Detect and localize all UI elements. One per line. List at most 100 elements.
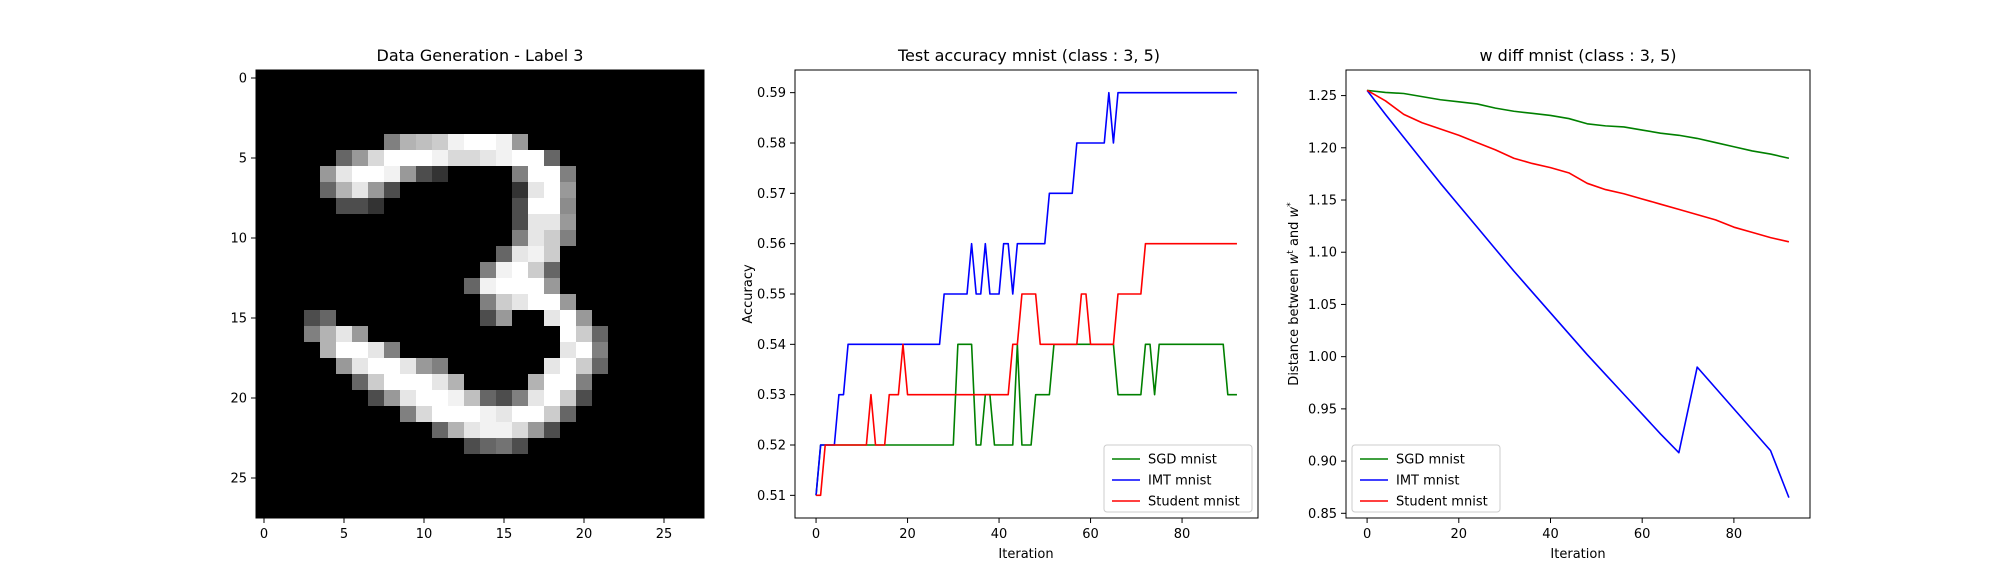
heatmap-cell <box>656 198 673 215</box>
heatmap-cell <box>672 70 689 87</box>
heatmap-cell <box>400 86 417 103</box>
legend-entry: Student mnist <box>1396 495 1488 510</box>
heatmap-cell <box>448 422 465 439</box>
heatmap-cell <box>496 230 513 247</box>
heatmap-cell <box>272 294 289 311</box>
heatmap-cell <box>272 102 289 119</box>
y-tick-label: 20 <box>230 392 247 407</box>
heatmap-cell <box>416 246 433 263</box>
heatmap-cell <box>272 230 289 247</box>
heatmap-cell <box>528 342 545 359</box>
heatmap-cell <box>608 166 625 183</box>
heatmap-cell <box>512 326 529 343</box>
heatmap-cell <box>496 342 513 359</box>
heatmap-cell <box>560 422 577 439</box>
heatmap-cell <box>256 182 273 199</box>
heatmap-cell <box>368 390 385 407</box>
heatmap-cell <box>464 374 481 391</box>
heatmap-cell <box>544 358 561 375</box>
heatmap-cell <box>640 134 657 151</box>
heatmap-cell <box>672 86 689 103</box>
legend-entry: SGD mnist <box>1148 453 1217 468</box>
heatmap-cell <box>432 86 449 103</box>
heatmap-cell <box>336 294 353 311</box>
heatmap-cell <box>528 358 545 375</box>
heatmap-cell <box>352 182 369 199</box>
heatmap-cell <box>352 230 369 247</box>
heatmap-cell <box>496 150 513 167</box>
heatmap-cell <box>512 150 529 167</box>
heatmap-cell <box>416 150 433 167</box>
heatmap-cell <box>432 230 449 247</box>
heatmap-cell <box>608 470 625 487</box>
heatmap-cell <box>464 166 481 183</box>
heatmap-cell <box>352 278 369 295</box>
heatmap-cell <box>560 102 577 119</box>
heatmap-cell <box>608 422 625 439</box>
heatmap-cell <box>560 374 577 391</box>
heatmap-cell <box>448 262 465 279</box>
heatmap-cell <box>640 406 657 423</box>
heatmap-cell <box>592 358 609 375</box>
heatmap-cell <box>656 214 673 231</box>
heatmap-cell <box>256 342 273 359</box>
heatmap-cell <box>576 470 593 487</box>
y-ticks: 0 5 10 15 20 25 <box>230 72 256 487</box>
heatmap-cell <box>624 422 641 439</box>
heatmap-cell <box>384 214 401 231</box>
heatmap-cell <box>416 310 433 327</box>
heatmap-cell <box>656 102 673 119</box>
heatmap-cell <box>512 262 529 279</box>
heatmap-cell <box>336 422 353 439</box>
heatmap-cell <box>544 454 561 471</box>
heatmap-cell <box>384 502 401 519</box>
heatmap-cell <box>496 438 513 455</box>
heatmap-cell <box>432 454 449 471</box>
heatmap-cell <box>576 486 593 503</box>
x-tick-label: 20 <box>576 527 593 542</box>
heatmap-cell <box>512 390 529 407</box>
heatmap-cell <box>320 230 337 247</box>
heatmap-cell <box>368 358 385 375</box>
heatmap-cell <box>432 278 449 295</box>
heatmap-cell <box>656 278 673 295</box>
heatmap-cell <box>320 246 337 263</box>
heatmap-cell <box>400 230 417 247</box>
heatmap-cell <box>672 246 689 263</box>
heatmap-cell <box>576 342 593 359</box>
heatmap-cell <box>400 198 417 215</box>
heatmap-cell <box>400 262 417 279</box>
heatmap-cell <box>528 486 545 503</box>
heatmap-cell <box>528 246 545 263</box>
heatmap-cell <box>256 470 273 487</box>
heatmap-cell <box>400 454 417 471</box>
heatmap-cell <box>544 102 561 119</box>
heatmap-cell <box>576 374 593 391</box>
heatmap-cell <box>544 262 561 279</box>
heatmap-cell <box>432 294 449 311</box>
series-line-student-mnist <box>1366 89 1790 243</box>
heatmap-cell <box>640 70 657 87</box>
heatmap-cell <box>688 438 705 455</box>
heatmap-cell <box>592 454 609 471</box>
heatmap-cell <box>560 406 577 423</box>
heatmap-cell <box>512 342 529 359</box>
chart-title: Test accuracy mnist (class : 3, 5) <box>897 46 1160 65</box>
heatmap-cell <box>608 246 625 263</box>
heatmap-cell <box>688 134 705 151</box>
heatmap-cell <box>368 342 385 359</box>
heatmap-cell <box>544 246 561 263</box>
y-tick-label: 5 <box>239 152 247 167</box>
heatmap-cell <box>544 310 561 327</box>
heatmap-cell <box>336 134 353 151</box>
heatmap-cell <box>256 102 273 119</box>
heatmap-cell <box>480 246 497 263</box>
heatmap-cell <box>336 454 353 471</box>
heatmap-cell <box>288 326 305 343</box>
heatmap-cell <box>688 470 705 487</box>
heatmap-cell <box>352 262 369 279</box>
heatmap-cell <box>320 102 337 119</box>
heatmap-cell <box>608 198 625 215</box>
heatmap-cell <box>352 294 369 311</box>
heatmap-cell <box>496 70 513 87</box>
